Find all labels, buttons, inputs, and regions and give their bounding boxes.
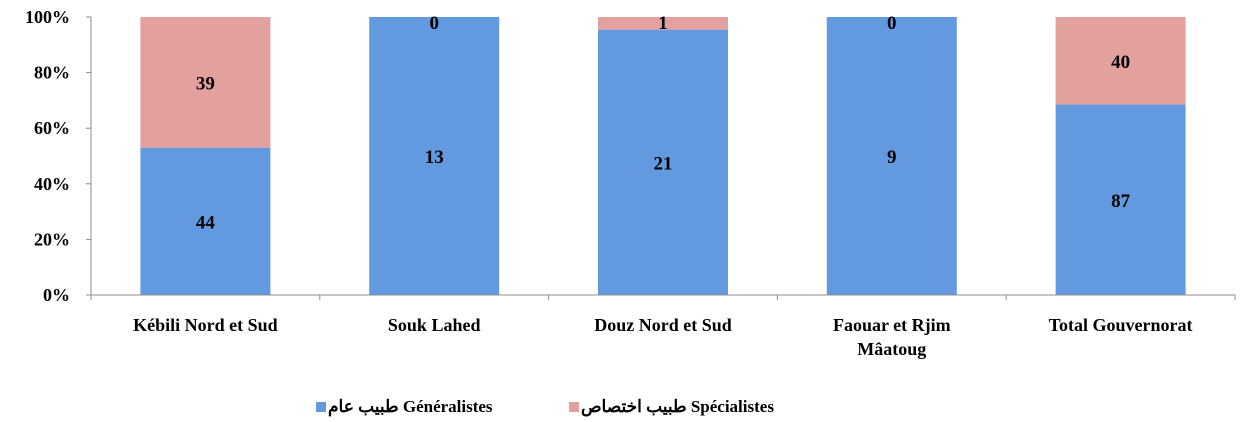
y-tick-label: 60% bbox=[34, 118, 70, 138]
data-label: 0 bbox=[887, 13, 897, 34]
category-label: Kébili Nord et Sud bbox=[133, 315, 278, 335]
data-label: 44 bbox=[196, 212, 216, 233]
legend-label: طبيب اختصاص Spécialistes bbox=[581, 397, 774, 417]
data-label: 39 bbox=[196, 73, 215, 94]
bar-segment bbox=[140, 17, 271, 148]
bar-segment bbox=[140, 147, 271, 295]
bar-segment bbox=[1055, 104, 1186, 295]
category-label: Mâatoug bbox=[857, 339, 926, 359]
bar-segment bbox=[826, 17, 957, 295]
data-label: 1 bbox=[658, 13, 668, 34]
axes-layer: 0% 20% 40% 60% 80% 100% Kébili Nord et Sud Souk… bbox=[25, 7, 1236, 359]
data-label: 13 bbox=[425, 147, 444, 168]
y-tick-label: 80% bbox=[34, 63, 70, 83]
data-label: 0 bbox=[429, 13, 439, 34]
legend: طبيب عام Généralistes طبيب اختصاص Spécial… bbox=[316, 397, 774, 417]
data-label: 21 bbox=[654, 153, 673, 174]
data-labels-layer: 44 39 13 0 21 1 9 0 87 40 bbox=[196, 13, 1131, 233]
data-label: 40 bbox=[1111, 52, 1130, 73]
bar-segment bbox=[369, 17, 500, 295]
y-tick-label: 20% bbox=[34, 229, 70, 249]
y-tick-label: 40% bbox=[34, 174, 70, 194]
data-label: 9 bbox=[887, 147, 897, 168]
category-label: Souk Lahed bbox=[388, 315, 481, 335]
data-label: 87 bbox=[1111, 191, 1131, 212]
bars-layer bbox=[140, 17, 1186, 296]
bar-segment bbox=[598, 29, 728, 296]
y-tick-label: 0% bbox=[43, 285, 70, 305]
bar-segment bbox=[1055, 17, 1186, 105]
bar-segment bbox=[598, 17, 728, 30]
category-label: Total Gouvernorat bbox=[1049, 315, 1193, 335]
legend-label: طبيب عام Généralistes bbox=[328, 397, 493, 417]
category-label: Douz Nord et Sud bbox=[594, 315, 732, 335]
legend-swatch bbox=[316, 402, 326, 412]
category-label: Faouar et Rjim bbox=[833, 315, 951, 335]
legend-swatch bbox=[569, 402, 579, 412]
y-tick-label: 100% bbox=[25, 7, 70, 27]
